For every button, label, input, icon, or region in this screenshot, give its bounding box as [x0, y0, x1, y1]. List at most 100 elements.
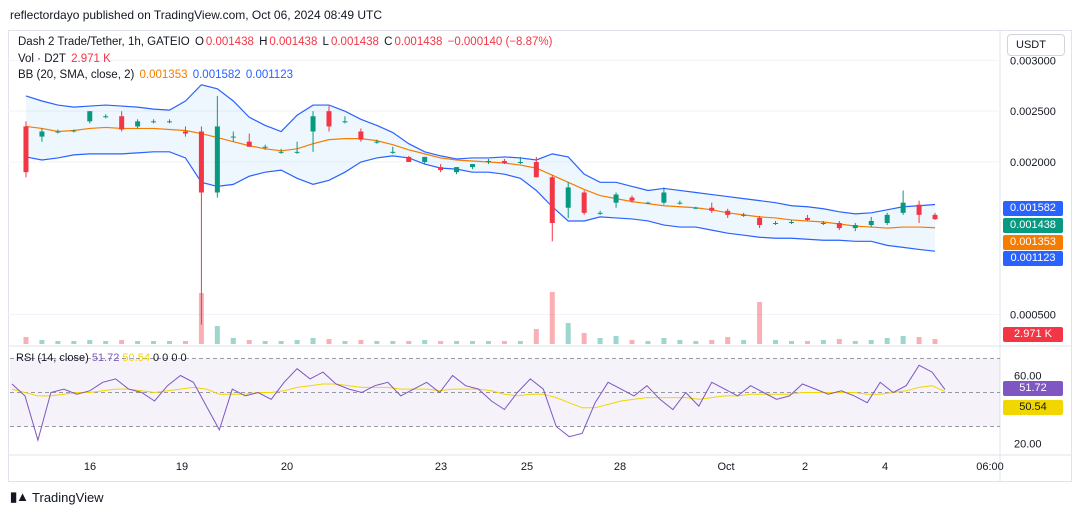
bb-label: BB (20, SMA, close, 2)	[18, 69, 135, 81]
candle-body	[900, 202, 906, 213]
volume-bar	[454, 341, 460, 344]
volume-bar	[629, 340, 635, 344]
volume-bar	[517, 341, 523, 344]
rsi-value: 51.72	[91, 352, 120, 364]
high-label: H	[259, 36, 268, 48]
bb-basis-value: 0.001353	[139, 69, 188, 81]
volume-bar	[549, 292, 555, 344]
tradingview-logo-icon: ▮▲	[10, 489, 29, 504]
volume-bar	[820, 340, 826, 344]
open-label: O	[194, 36, 204, 48]
time-axis-label: Oct	[717, 461, 734, 473]
rsi-line	[11, 364, 946, 442]
candle-body	[470, 164, 476, 168]
candle-body	[565, 187, 571, 208]
close-label: C	[384, 36, 393, 48]
high-value: 0.001438	[269, 36, 318, 48]
rsi-axis-label: 60.00	[1014, 371, 1042, 383]
volume-bar	[358, 340, 364, 344]
volume-bar	[39, 340, 45, 344]
volume-bar	[645, 341, 651, 344]
volume-bar	[581, 333, 587, 344]
bb-upper-value: 0.001582	[192, 69, 241, 81]
price-axis: 0.003000 0.002500 0.002000 0.000500	[1010, 55, 1056, 321]
bb-basis-price-tag: 0.001353	[1003, 235, 1063, 250]
volume-bar	[884, 338, 890, 344]
volume-bar	[533, 329, 539, 344]
bollinger-band-lines	[25, 84, 936, 252]
candle-body	[214, 126, 220, 193]
bb-lower-price-tag: 0.001123	[1003, 251, 1063, 266]
candle-body	[422, 156, 428, 162]
candle-body	[725, 210, 731, 215]
time-axis-label: 19	[176, 461, 188, 473]
candle-body	[438, 167, 444, 171]
time-axis-label: 06:00	[976, 461, 1004, 473]
bb-legend: BB (20, SMA, close, 2) 0.001353 0.001582…	[18, 69, 295, 81]
volume-bar	[342, 341, 348, 344]
volume-bar	[374, 341, 380, 344]
volume-bar	[294, 340, 300, 344]
volume-value: 2.971 K	[71, 53, 111, 65]
symbol-title: Dash 2 Trade/Tether, 1h, GATEIO	[18, 36, 190, 48]
candle-body	[645, 202, 651, 204]
volume-legend: Vol · D2T 2.971 K	[18, 53, 113, 65]
volume-bar	[71, 341, 77, 344]
volume-bar	[501, 341, 507, 344]
candle-body	[916, 204, 922, 215]
change-value: −0.000140 (−8.87%)	[447, 36, 553, 48]
tradingview-brand[interactable]: ▮▲ TradingView	[10, 489, 104, 505]
volume-bar	[916, 337, 922, 344]
volume-bar	[741, 340, 747, 344]
candle-body	[39, 131, 45, 137]
volume-bar	[757, 302, 763, 344]
time-axis-label: 4	[882, 461, 888, 473]
bb-lower-value: 0.001123	[245, 69, 293, 81]
candle-body	[119, 116, 125, 130]
candle-body	[358, 131, 364, 140]
candle-body	[151, 121, 157, 123]
candle-body	[533, 162, 539, 178]
candle-body	[230, 136, 236, 138]
volume-bar	[661, 338, 667, 344]
currency-button[interactable]: USDT	[1007, 34, 1065, 56]
published-caption: reflectordayo published on TradingView.c…	[10, 8, 382, 22]
volume-bar	[788, 341, 794, 344]
price-axis-label: 0.002500	[1010, 106, 1056, 118]
candle-body	[71, 130, 77, 132]
open-value: 0.001438	[205, 36, 254, 48]
candle-body	[693, 207, 699, 209]
volume-bar	[406, 341, 412, 344]
volume-bar	[725, 337, 731, 344]
time-axis-label: 23	[435, 461, 447, 473]
bb-lower-line	[25, 151, 936, 252]
volume-bar	[932, 339, 938, 344]
close-value: 0.001438	[394, 36, 443, 48]
volume-bar	[438, 341, 444, 344]
candle-body	[406, 156, 412, 162]
volume-bar	[326, 339, 332, 344]
rsi-tag: 51.72	[1003, 381, 1063, 396]
candle-body	[884, 214, 890, 223]
volume-bar	[246, 340, 252, 344]
candle-body	[932, 214, 938, 220]
volume-tag: 2.971 K	[1003, 327, 1063, 342]
rsi-extra-values: 0 0 0 0	[153, 352, 187, 364]
candle-body	[501, 160, 507, 164]
volume-bar	[151, 341, 157, 344]
candle-body	[262, 146, 268, 148]
volume-bars	[23, 292, 938, 344]
volume-bar	[23, 337, 29, 344]
time-axis: 16 19 20 23 25 28 Oct 2 4 06:00	[84, 461, 1004, 473]
volume-bar	[422, 340, 428, 344]
volume-bar	[87, 340, 93, 344]
volume-bar	[230, 338, 236, 344]
volume-bar	[310, 338, 316, 344]
candle-body	[454, 167, 460, 173]
candle-body	[868, 220, 874, 226]
volume-bar	[485, 341, 491, 344]
candle-body	[757, 217, 763, 226]
candle-body	[246, 141, 252, 147]
volume-bar	[804, 341, 810, 344]
